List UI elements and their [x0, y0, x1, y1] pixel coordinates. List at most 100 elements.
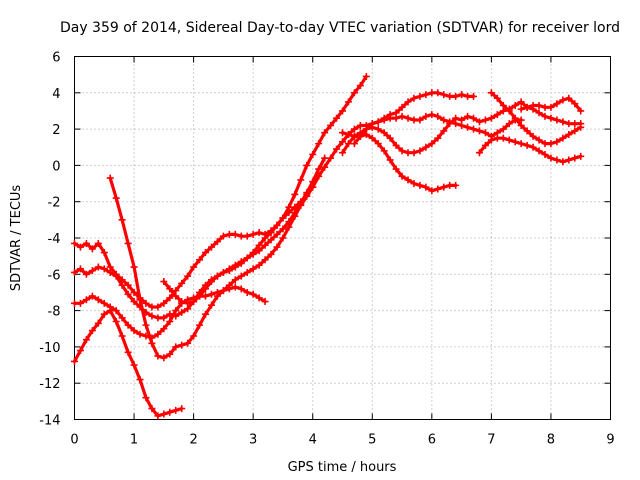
data-point: [541, 140, 549, 148]
series-markers-arc-10: [475, 134, 585, 166]
data-point: [452, 120, 460, 128]
data-point: [249, 230, 257, 238]
data-point: [118, 314, 126, 322]
data-point: [136, 330, 144, 338]
data-point: [529, 132, 537, 140]
data-point: [547, 140, 555, 148]
data-point: [184, 339, 192, 347]
data-point: [309, 178, 317, 186]
data-point: [440, 183, 448, 191]
data-point: [94, 239, 102, 247]
data-point: [190, 263, 198, 271]
data-point: [535, 102, 543, 110]
data-point: [458, 91, 466, 99]
data-point: [362, 125, 370, 133]
data-point: [559, 118, 567, 126]
data-point: [100, 299, 108, 307]
data-point: [207, 243, 215, 251]
data-point: [380, 147, 388, 155]
series-markers-arc-11: [487, 89, 585, 148]
data-point: [470, 114, 478, 122]
data-point: [130, 298, 138, 306]
y-tick-label: 4: [52, 87, 60, 102]
data-point: [571, 127, 579, 135]
data-point: [267, 236, 275, 244]
data-point: [172, 292, 180, 300]
data-point: [267, 250, 275, 258]
data-point: [273, 243, 281, 251]
data-point: [130, 288, 138, 296]
data-point: [428, 187, 436, 195]
data-point: [333, 145, 341, 153]
data-point: [172, 307, 180, 315]
chart-title: Day 359 of 2014, Sidereal Day-to-day VTE…: [60, 20, 620, 36]
data-point: [565, 120, 573, 128]
data-point: [541, 151, 549, 159]
data-point: [577, 152, 585, 160]
data-point: [410, 116, 418, 124]
data-point: [392, 114, 400, 122]
data-point: [493, 111, 501, 119]
data-point: [475, 127, 483, 135]
data-point: [523, 141, 531, 149]
data-point: [231, 261, 239, 269]
y-tick-label: 0: [52, 159, 60, 174]
data-point: [475, 118, 483, 126]
data-point: [219, 268, 227, 276]
data-point: [190, 298, 198, 306]
series-markers-arc-4: [71, 307, 186, 420]
data-point: [106, 307, 114, 315]
data-point: [547, 114, 555, 122]
data-point: [505, 107, 513, 115]
data-point: [398, 103, 406, 111]
data-point: [547, 154, 555, 162]
data-point: [356, 121, 364, 129]
data-point: [386, 156, 394, 164]
y-tick-label: 6: [52, 51, 60, 66]
y-tick-label: -12: [39, 377, 60, 392]
data-point: [487, 114, 495, 122]
data-point: [160, 354, 168, 362]
data-point: [404, 176, 412, 184]
data-point: [404, 114, 412, 122]
data-point: [124, 281, 132, 289]
data-point: [178, 279, 186, 287]
data-point: [470, 92, 478, 100]
data-point: [172, 343, 180, 351]
data-point: [327, 121, 335, 129]
x-tick-label: 2: [189, 433, 197, 448]
data-point: [154, 303, 162, 311]
data-point: [273, 230, 281, 238]
y-tick-label: 2: [52, 123, 60, 138]
data-point: [446, 181, 454, 189]
data-point: [112, 307, 120, 315]
x-tick-label: 7: [487, 433, 495, 448]
data-point: [571, 100, 579, 108]
axis-ticks: 0 1 2 3 4 5 6 7 8 9 -14 -12 -10 -8 -6 -4 -2 0 2 4 6: [39, 51, 614, 448]
data-point: [565, 94, 573, 102]
data-point: [82, 270, 90, 278]
data-point: [148, 312, 156, 320]
data-point: [213, 238, 221, 246]
data-point: [196, 256, 204, 264]
data-point: [178, 405, 186, 413]
data-point: [553, 116, 561, 124]
data-point: [344, 140, 352, 148]
data-point: [458, 121, 466, 129]
data-point: [231, 283, 239, 291]
data-point: [511, 102, 519, 110]
data-point: [196, 292, 204, 300]
data-point: [297, 176, 305, 184]
data-point: [124, 290, 132, 298]
data-point: [577, 123, 585, 131]
data-point: [166, 317, 174, 325]
data-point: [196, 321, 204, 329]
data-point: [339, 129, 346, 137]
data-point: [428, 89, 436, 97]
data-point: [303, 161, 311, 169]
y-tick-label: -8: [48, 305, 61, 320]
data-point: [517, 140, 525, 148]
data-point: [124, 348, 132, 356]
data-point: [261, 298, 269, 306]
